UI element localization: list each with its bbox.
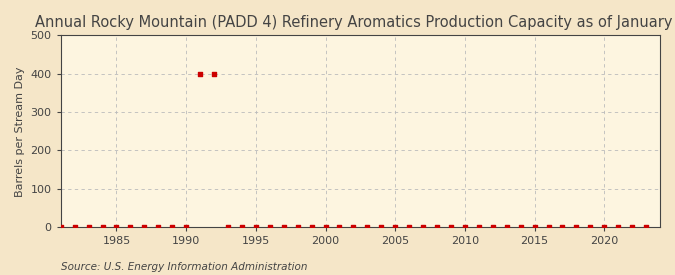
Point [389, 225, 400, 229]
Point [209, 72, 219, 76]
Point [334, 225, 345, 229]
Point [404, 225, 414, 229]
Point [181, 225, 192, 229]
Point [502, 225, 512, 229]
Point [167, 225, 178, 229]
Title: Annual Rocky Mountain (PADD 4) Refinery Aromatics Production Capacity as of Janu: Annual Rocky Mountain (PADD 4) Refinery … [34, 15, 675, 30]
Point [557, 225, 568, 229]
Point [418, 225, 429, 229]
Point [125, 225, 136, 229]
Point [83, 225, 94, 229]
Point [250, 225, 261, 229]
Point [446, 225, 456, 229]
Point [223, 225, 234, 229]
Point [236, 225, 247, 229]
Point [626, 225, 637, 229]
Text: Source: U.S. Energy Information Administration: Source: U.S. Energy Information Administ… [61, 262, 307, 272]
Point [473, 225, 484, 229]
Point [362, 225, 373, 229]
Point [306, 225, 317, 229]
Point [97, 225, 108, 229]
Point [265, 225, 275, 229]
Point [431, 225, 442, 229]
Point [585, 225, 596, 229]
Point [529, 225, 540, 229]
Point [278, 225, 289, 229]
Point [376, 225, 387, 229]
Point [292, 225, 303, 229]
Point [543, 225, 554, 229]
Point [571, 225, 582, 229]
Point [139, 225, 150, 229]
Point [599, 225, 610, 229]
Point [641, 225, 651, 229]
Point [487, 225, 498, 229]
Point [348, 225, 359, 229]
Point [153, 225, 163, 229]
Point [111, 225, 122, 229]
Point [320, 225, 331, 229]
Point [55, 225, 66, 229]
Point [70, 225, 80, 229]
Y-axis label: Barrels per Stream Day: Barrels per Stream Day [15, 66, 25, 197]
Point [194, 72, 205, 76]
Point [515, 225, 526, 229]
Point [613, 225, 624, 229]
Point [460, 225, 470, 229]
